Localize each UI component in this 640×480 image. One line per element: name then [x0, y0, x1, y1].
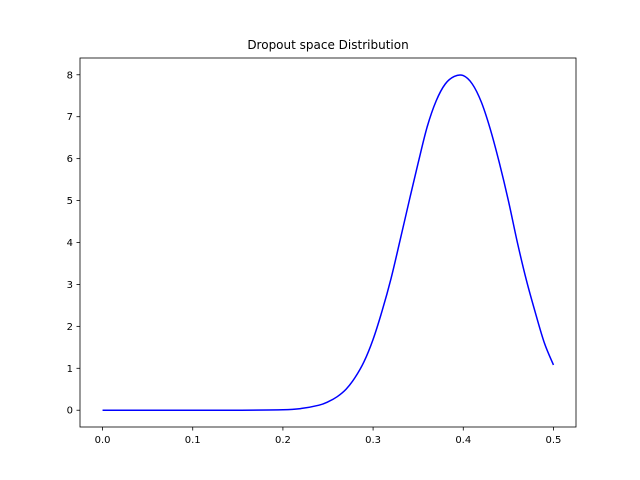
y-tick-label: 5: [67, 196, 73, 207]
y-tick-label: 4: [67, 238, 73, 249]
y-tick-label: 0: [67, 406, 73, 417]
y-tick-label: 3: [67, 280, 73, 291]
y-tick-label: 6: [67, 154, 73, 165]
chart-title: Dropout space Distribution: [247, 38, 408, 52]
x-axis: 0.0 0.1 0.2 0.3 0.4 0.5: [95, 427, 562, 446]
x-tick-label: 0.3: [365, 435, 381, 446]
series-line-0: [102, 74, 555, 412]
x-tick-label: 0.0: [95, 435, 111, 446]
y-axis: 0 1 2 3 4 5 6 7 8: [67, 70, 80, 417]
x-tick-label: 0.5: [546, 435, 562, 446]
y-tick-label: 8: [67, 70, 73, 81]
x-tick-label: 0.2: [275, 435, 291, 446]
y-tick-label: 2: [67, 322, 73, 333]
series-layer: [102, 74, 555, 412]
x-tick-label: 0.4: [455, 435, 471, 446]
y-tick-label: 1: [67, 364, 73, 375]
y-tick-label: 7: [67, 112, 73, 123]
x-tick-label: 0.1: [185, 435, 201, 446]
